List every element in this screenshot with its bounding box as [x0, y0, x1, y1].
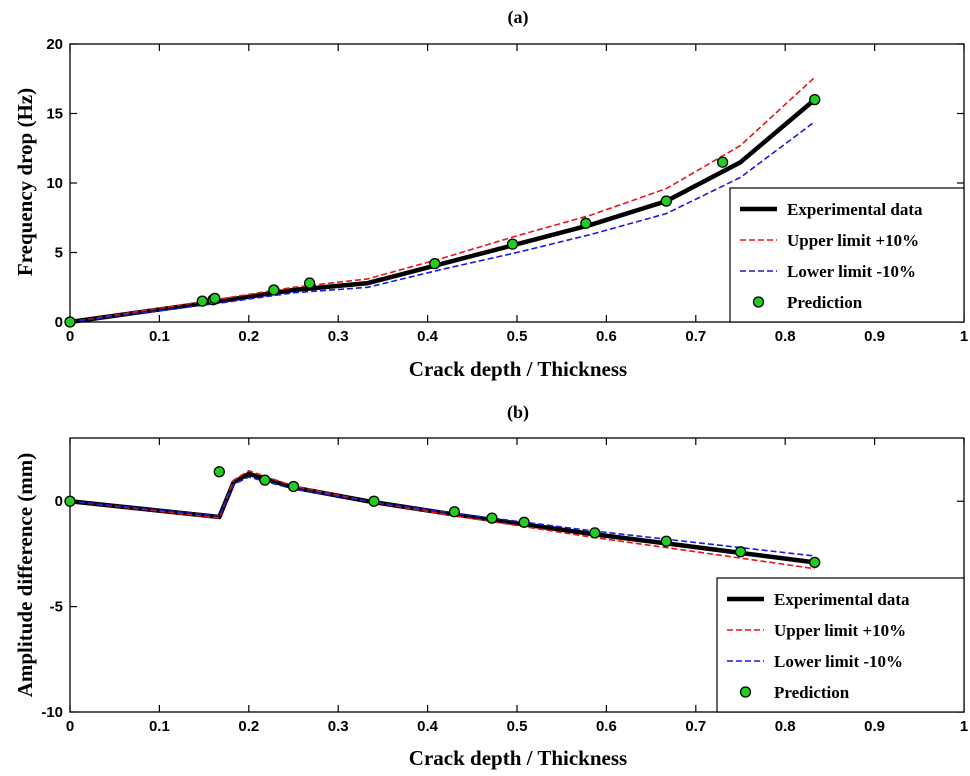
prediction-point	[734, 546, 747, 558]
y-tick-label: -10	[41, 704, 63, 721]
prediction-point	[809, 556, 821, 569]
x-tick-label: 1	[960, 718, 968, 735]
prediction-point	[213, 466, 225, 478]
prediction-point	[209, 292, 221, 305]
prediction-point	[429, 257, 441, 270]
x-axis-label: Crack depth / Thickness	[409, 357, 627, 381]
legend-entry: Upper limit +10%	[787, 231, 919, 250]
chart-title: (a)	[508, 7, 529, 28]
series-layer	[64, 76, 821, 328]
prediction-point	[660, 535, 672, 547]
prediction-point	[809, 93, 821, 106]
legend-entry: Upper limit +10%	[774, 621, 906, 640]
experimental-line	[69, 97, 817, 325]
x-tick-label: 0.6	[596, 718, 617, 735]
prediction-point	[660, 195, 672, 207]
legend: Experimental data Upper limit +10% Lower l…	[716, 577, 965, 713]
upper-limit-line	[69, 76, 816, 323]
prediction-point	[196, 295, 208, 307]
y-axis-label: Amplitude difference (mm)	[13, 453, 37, 698]
prediction-point	[589, 527, 601, 539]
x-tick-label: 0.3	[328, 328, 349, 345]
lower-limit-line	[69, 121, 816, 323]
x-tick-label: 0.7	[685, 328, 706, 345]
x-tick-label: 0.2	[238, 328, 259, 345]
x-tick-label: 0.1	[149, 718, 170, 735]
x-tick-label: 0.4	[417, 718, 439, 735]
lower-limit-line	[69, 476, 815, 557]
legend-entry: Prediction	[787, 293, 863, 312]
x-tick-label: 0.4	[417, 328, 439, 345]
x-tick-label: 0.1	[149, 328, 170, 345]
legend-entry: Prediction	[774, 683, 850, 702]
prediction-point	[64, 495, 76, 507]
y-tick-label: 5	[55, 245, 63, 262]
y-tick-label: 0	[55, 314, 63, 331]
series-layer	[64, 466, 821, 570]
y-tick-label: 0	[55, 493, 63, 510]
x-tick-label: 0.9	[864, 328, 885, 345]
prediction-point	[486, 512, 498, 524]
legend-entry: Lower limit -10%	[787, 262, 916, 281]
prediction-point	[716, 156, 729, 168]
x-tick-label: 0.8	[775, 718, 796, 735]
upper-limit-line	[69, 469, 815, 570]
x-tick-label: 0.8	[775, 328, 796, 345]
experimental-line	[69, 471, 815, 565]
y-tick-label: 10	[46, 175, 63, 192]
legend-swatch	[752, 296, 765, 308]
y-tick-label: 15	[46, 106, 63, 123]
x-tick-label: 0	[66, 718, 74, 735]
legend-entry: Lower limit -10%	[774, 652, 903, 671]
prediction-point	[506, 238, 519, 250]
prediction-point	[448, 506, 461, 518]
prediction-point	[580, 217, 592, 229]
x-tick-label: 0	[66, 328, 74, 345]
prediction-point	[303, 277, 316, 289]
x-tick-label: 0.5	[507, 328, 528, 345]
x-tick-label: 0.5	[507, 718, 528, 735]
y-axis-label: Frequency drop (Hz)	[13, 88, 37, 276]
y-tick-label: 20	[46, 36, 63, 53]
prediction-point	[287, 480, 300, 493]
x-tick-label: 0.7	[685, 718, 706, 735]
x-tick-label: 1	[960, 328, 968, 345]
legend-entry: Experimental data	[787, 200, 923, 219]
prediction-point	[259, 474, 271, 486]
prediction-point	[518, 516, 530, 528]
legend-swatch	[739, 686, 752, 698]
x-tick-label: 0.6	[596, 328, 617, 345]
y-tick-label: -5	[50, 599, 63, 616]
legend: Experimental data Upper limit +10% Lower l…	[729, 187, 965, 323]
panel-b: (b) 0 0.1 0.2 0.3 0.4 0.5 0.6 0.7 0.8 0.9 1 -10 -50 …	[13, 402, 968, 770]
x-tick-label: 0.9	[864, 718, 885, 735]
prediction-point	[64, 316, 76, 328]
x-axis-label: Crack depth / Thickness	[409, 746, 627, 770]
panel-a: (a) 0 0.1 0.2 0.3 0.4 0.5 0.6 0.7 0.8 0.9 10510152…	[13, 7, 968, 381]
prediction-point	[268, 284, 280, 296]
x-tick-label: 0.2	[238, 718, 259, 735]
legend-entry: Experimental data	[774, 590, 910, 609]
x-tick-label: 0.3	[328, 718, 349, 735]
prediction-point	[368, 495, 380, 507]
tick-group: 0 0.1 0.2 0.3 0.4 0.5 0.6 0.7 0.8 0.9 1 -10 -5 0	[41, 438, 968, 735]
chart-title: (b)	[507, 402, 529, 423]
